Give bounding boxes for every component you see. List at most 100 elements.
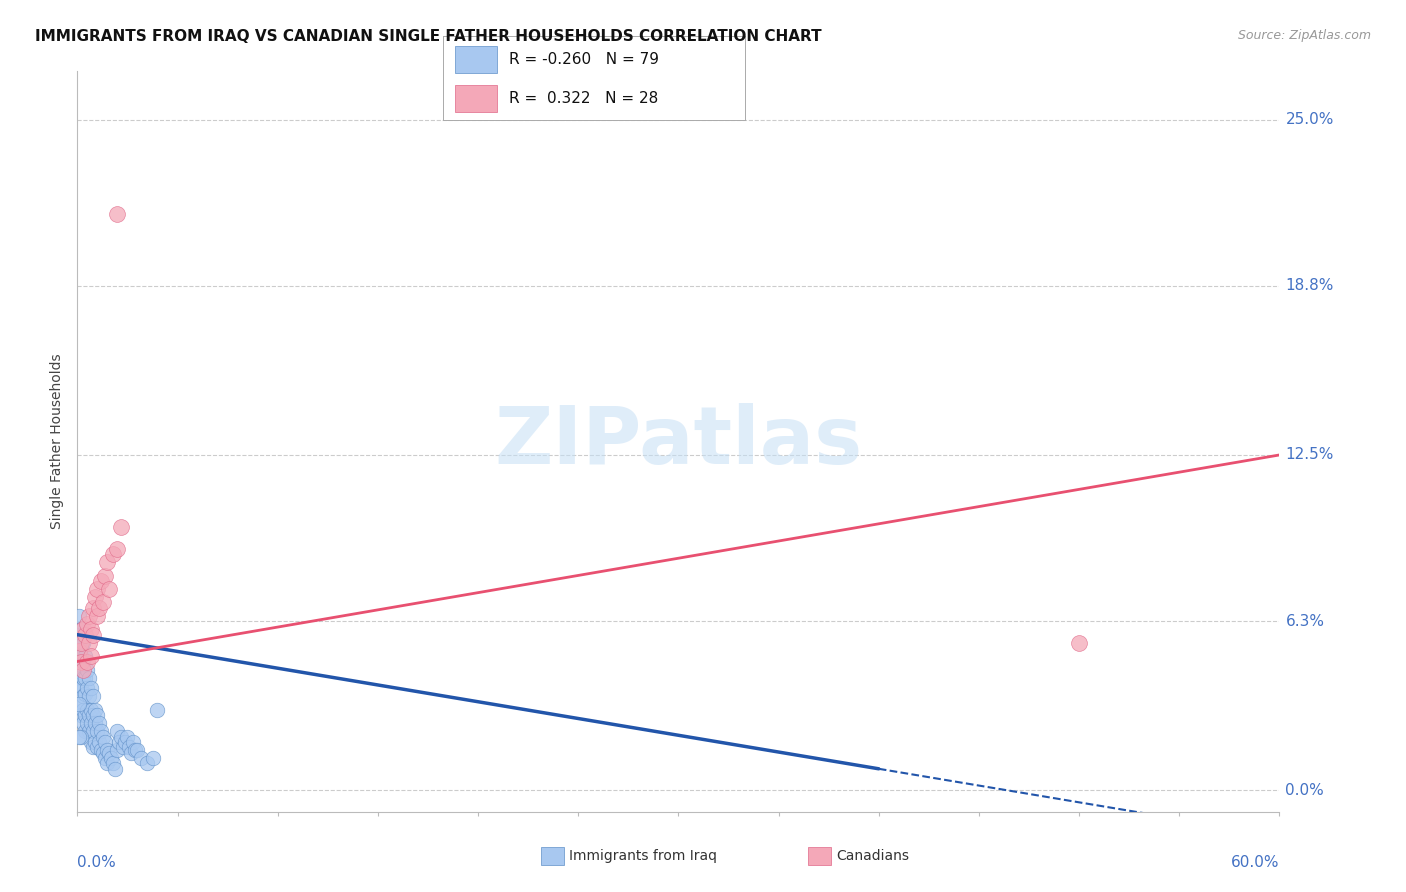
Text: R =  0.322   N = 28: R = 0.322 N = 28: [509, 91, 658, 106]
Point: [79, 724, 101, 739]
Point: [84, 703, 107, 717]
Text: 18.8%: 18.8%: [1285, 278, 1334, 293]
Point: [107, 206, 129, 220]
Point: [67, 655, 90, 669]
Point: [80, 716, 103, 731]
Point: [107, 724, 129, 739]
Point: [89, 600, 111, 615]
Point: [70, 665, 93, 680]
Point: [93, 595, 115, 609]
Point: [67, 608, 90, 623]
Text: 12.5%: 12.5%: [1285, 448, 1334, 462]
Point: [72, 623, 94, 637]
Point: [76, 716, 98, 731]
Point: [107, 743, 129, 757]
Point: [67, 644, 90, 658]
Point: [127, 743, 149, 757]
Point: [75, 649, 97, 664]
Point: [84, 735, 107, 749]
Point: [80, 681, 103, 696]
Text: ZIPatlas: ZIPatlas: [495, 402, 862, 481]
Point: [122, 735, 145, 749]
Point: [86, 740, 108, 755]
Point: [80, 703, 103, 717]
Point: [82, 708, 104, 723]
Point: [110, 730, 132, 744]
Point: [75, 628, 97, 642]
Point: [98, 582, 121, 596]
Point: [108, 735, 131, 749]
Point: [67, 698, 90, 712]
Point: [72, 636, 94, 650]
Point: [86, 708, 108, 723]
Point: [89, 716, 111, 731]
Point: [72, 690, 94, 704]
Text: Canadians: Canadians: [837, 849, 910, 863]
Point: [117, 730, 139, 744]
Point: [131, 751, 153, 765]
Point: [120, 746, 142, 760]
Point: [70, 639, 93, 653]
Point: [80, 623, 103, 637]
Point: [70, 681, 93, 696]
Text: 25.0%: 25.0%: [1285, 112, 1334, 128]
Point: [98, 746, 121, 760]
Point: [76, 663, 98, 677]
Point: [70, 655, 93, 669]
Point: [75, 724, 97, 739]
Point: [96, 555, 118, 569]
Text: IMMIGRANTS FROM IRAQ VS CANADIAN SINGLE FATHER HOUSEHOLDS CORRELATION CHART: IMMIGRANTS FROM IRAQ VS CANADIAN SINGLE …: [35, 29, 821, 44]
Point: [118, 740, 141, 755]
Point: [100, 751, 122, 765]
Point: [72, 703, 94, 717]
Point: [76, 655, 98, 669]
Point: [82, 600, 104, 615]
Point: [76, 681, 98, 696]
Y-axis label: Single Father Households: Single Father Households: [51, 354, 65, 529]
Point: [70, 623, 93, 637]
Point: [96, 756, 118, 771]
Point: [146, 703, 169, 717]
Point: [103, 756, 125, 771]
Point: [1069, 636, 1091, 650]
Point: [72, 671, 94, 685]
Text: 0.0%: 0.0%: [77, 855, 117, 870]
Point: [82, 740, 104, 755]
Point: [136, 756, 159, 771]
Point: [84, 716, 107, 731]
Text: 60.0%: 60.0%: [1232, 855, 1279, 870]
Point: [67, 636, 90, 650]
Point: [82, 724, 104, 739]
Point: [67, 681, 90, 696]
Point: [70, 636, 93, 650]
Bar: [456, 45, 498, 73]
Point: [89, 735, 111, 749]
Point: [75, 708, 97, 723]
Point: [67, 628, 90, 642]
Point: [112, 740, 135, 755]
Point: [75, 671, 97, 685]
Point: [70, 730, 93, 744]
Point: [70, 708, 93, 723]
Point: [96, 743, 118, 757]
Point: [94, 568, 117, 582]
Point: [82, 628, 104, 642]
Point: [124, 743, 146, 757]
Point: [90, 724, 112, 739]
Point: [82, 690, 104, 704]
Point: [103, 547, 125, 561]
Point: [80, 735, 103, 749]
Point: [67, 671, 90, 685]
Bar: [456, 85, 498, 112]
Point: [94, 751, 117, 765]
Point: [90, 574, 112, 588]
Point: [79, 708, 101, 723]
Text: R = -0.260   N = 79: R = -0.260 N = 79: [509, 52, 659, 67]
Point: [90, 743, 112, 757]
Point: [79, 671, 101, 685]
Point: [86, 724, 108, 739]
Point: [70, 698, 93, 712]
Point: [110, 520, 132, 534]
Point: [84, 590, 107, 604]
Point: [75, 687, 97, 701]
